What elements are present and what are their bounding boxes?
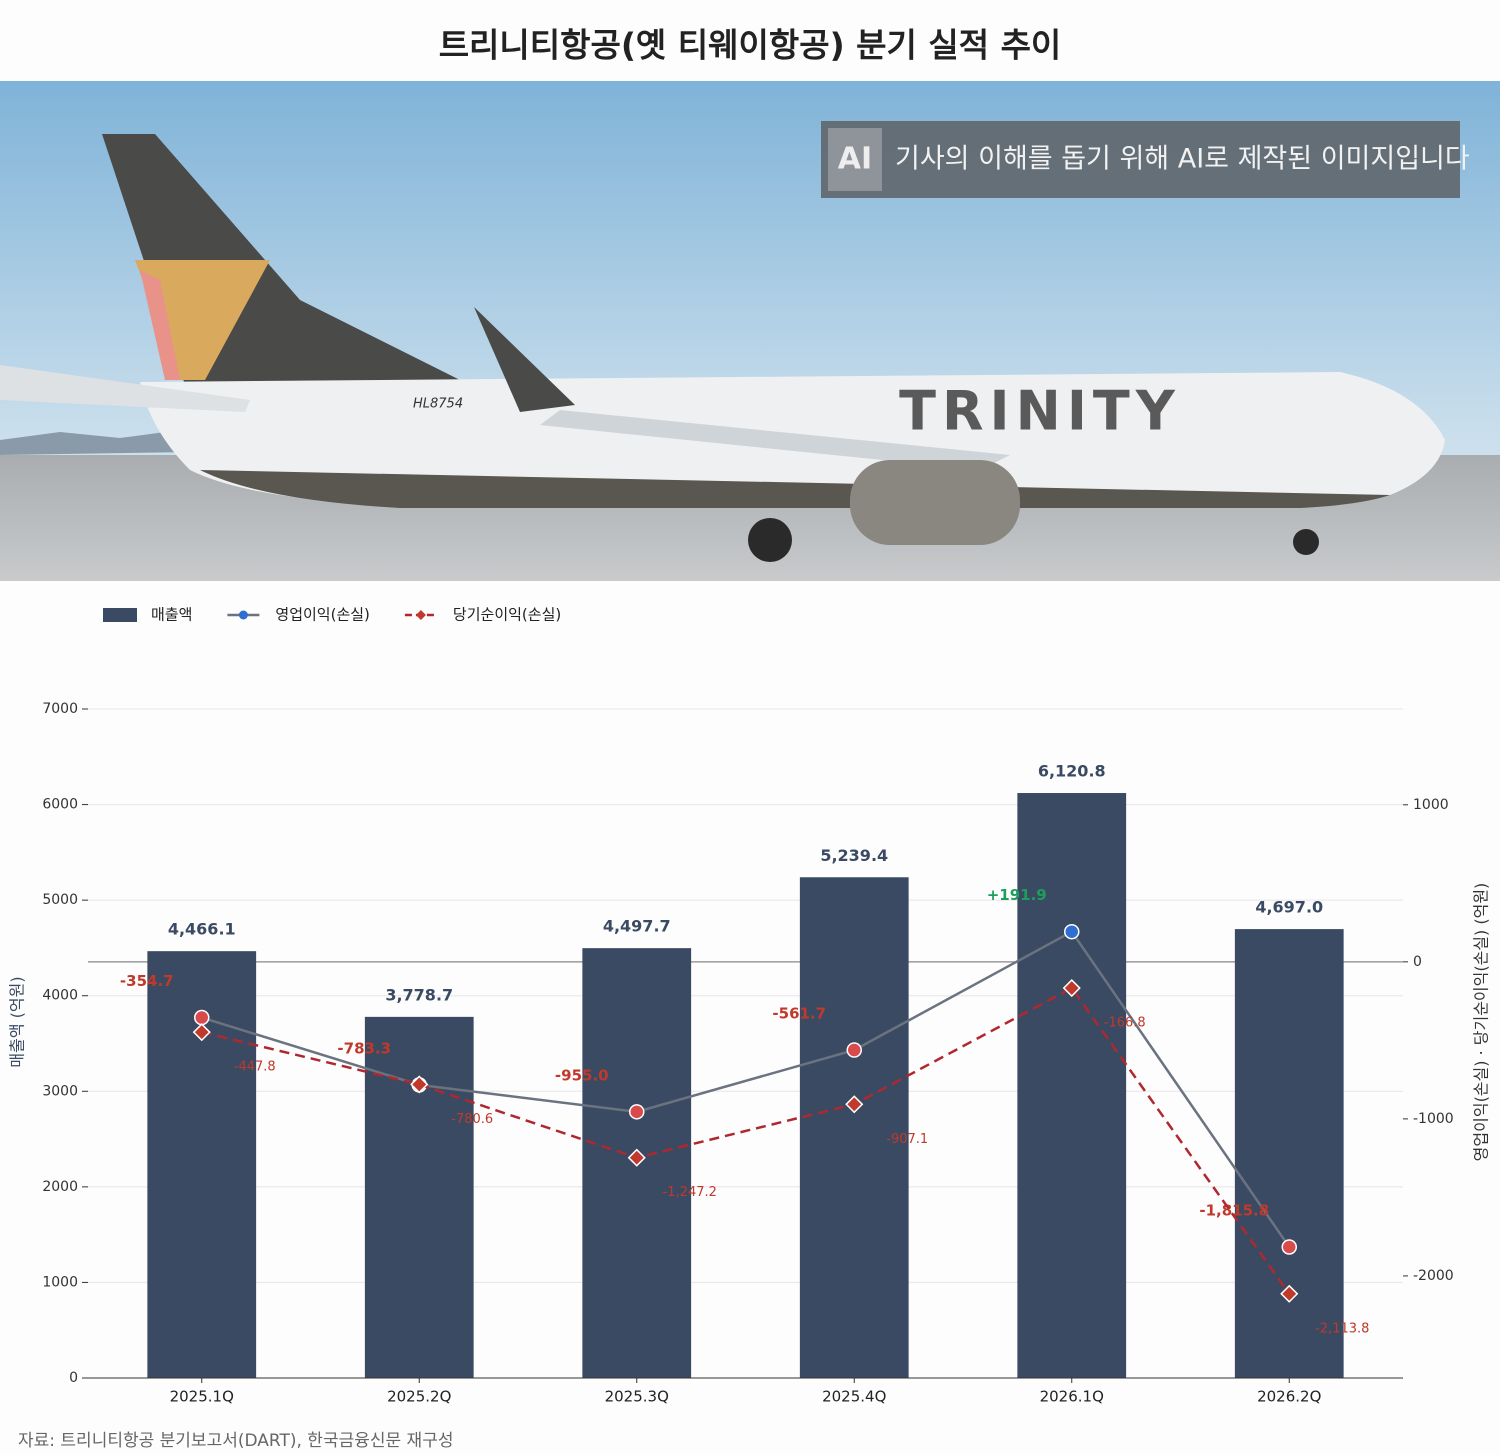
line-value-label: -2,113.8 — [1315, 1321, 1369, 1336]
y-tick-label: 2000 — [42, 1179, 78, 1195]
plane-registration: HL8754 — [413, 397, 463, 412]
x-tick-label: 2025.4Q — [822, 1388, 886, 1406]
bar-value-label: 4,697.0 — [1255, 898, 1323, 917]
chart-title: 트리니티항공(옛 티웨이항공) 분기 실적 추이 — [439, 26, 1062, 65]
marker — [1281, 1239, 1297, 1255]
line-value-label: -1,815.8 — [1199, 1201, 1269, 1219]
legend-marker — [238, 610, 248, 620]
legend-label: 매출액 — [151, 606, 192, 624]
plane-wheel — [748, 518, 792, 562]
marker — [410, 1075, 429, 1094]
marker — [1062, 978, 1081, 998]
marker — [1064, 923, 1080, 940]
marker — [845, 1095, 864, 1114]
line-value-label: -447.8 — [234, 1060, 276, 1075]
plane-wing — [540, 410, 1010, 470]
y-tick-label: 3000 — [42, 1083, 78, 1099]
x-tick-label: 2026.1Q — [1040, 1388, 1104, 1406]
y-tick-label: 4000 — [42, 988, 78, 1004]
bar-value-label: 4,466.1 — [168, 920, 236, 939]
line — [201, 986, 1291, 1295]
x-tick-label: 2025.1Q — [170, 1388, 234, 1406]
line-value-label: -561.7 — [772, 1005, 826, 1023]
y2-axis-label: 영업이익(손실) · 당기순이익(손실) (억원) — [1472, 883, 1491, 1162]
bar-value-label: 4,497.7 — [603, 917, 671, 936]
plane-livery: TRINITY — [899, 380, 1181, 443]
line-value-label: -780.6 — [451, 1112, 493, 1127]
plane-wheel — [1293, 529, 1319, 555]
plane-engine — [850, 460, 1020, 545]
y-tick-label: 6000 — [42, 797, 78, 813]
marker — [192, 1023, 211, 1042]
marker — [846, 1042, 862, 1058]
line-value-label: +191.9 — [987, 886, 1047, 904]
marker — [194, 1009, 210, 1026]
line-value-label: -166.8 — [1104, 1016, 1146, 1031]
bar-value-label: 6,120.8 — [1038, 762, 1106, 781]
notice-icon-text: AI — [838, 142, 872, 177]
plane-winglet — [474, 307, 575, 412]
y2-tick-label: 0 — [1413, 954, 1422, 970]
legend-label: 당기순이익(손실) — [453, 606, 561, 624]
plane-belly — [200, 470, 1390, 508]
bar-value-label: 5,239.4 — [820, 846, 888, 865]
notice-box — [821, 121, 1460, 198]
notice-icon — [828, 128, 882, 191]
notice-text: 기사의 이해를 돕기 위해 AI로 제작된 이미지입니다 — [895, 144, 1470, 175]
bar — [364, 1016, 474, 1378]
y2-tick-label: -2000 — [1413, 1268, 1454, 1284]
bar — [1234, 929, 1344, 1378]
plane-stabilizer — [0, 365, 250, 412]
bar-value-label: 3,778.7 — [385, 985, 453, 1004]
x-tick-label: 2025.2Q — [387, 1388, 451, 1406]
bar — [799, 877, 909, 1378]
marker — [1280, 1284, 1299, 1303]
y-axis-label: 매출액 (억원) — [8, 976, 27, 1067]
legend-marker — [415, 610, 426, 620]
legend-swatch — [103, 608, 137, 622]
line-value-label: -1,247.2 — [663, 1185, 717, 1200]
legend-label: 영업이익(손실) — [275, 606, 370, 624]
y2-tick-label: -1000 — [1413, 1111, 1454, 1127]
plane-tail-logo — [140, 270, 180, 380]
line — [201, 930, 1291, 1248]
marker — [629, 1104, 645, 1120]
x-tick-label: 2025.3Q — [605, 1388, 669, 1406]
y-tick-label: 1000 — [42, 1274, 78, 1290]
line-value-label: -907.1 — [886, 1132, 928, 1147]
line-value-label: -354.7 — [120, 972, 174, 990]
line-value-label: -783.3 — [337, 1039, 391, 1057]
x-tick-label: 2026.2Q — [1257, 1388, 1321, 1406]
bar — [1017, 793, 1127, 1378]
source-note: 자료: 트리니티항공 분기보고서(DART), 한국금융신문 재구성 — [18, 1431, 453, 1451]
y-tick-label: 7000 — [42, 701, 78, 717]
line-value-label: -955.0 — [555, 1066, 609, 1084]
y2-tick-label: 1000 — [1413, 797, 1449, 813]
y-tick-label: 0 — [69, 1370, 78, 1386]
marker — [627, 1148, 646, 1167]
photo: TRINITY HL8754 AI 기사의 이해를 돕기 위해 AI로 제작된 … — [0, 81, 1500, 581]
y-tick-label: 5000 — [42, 892, 78, 908]
